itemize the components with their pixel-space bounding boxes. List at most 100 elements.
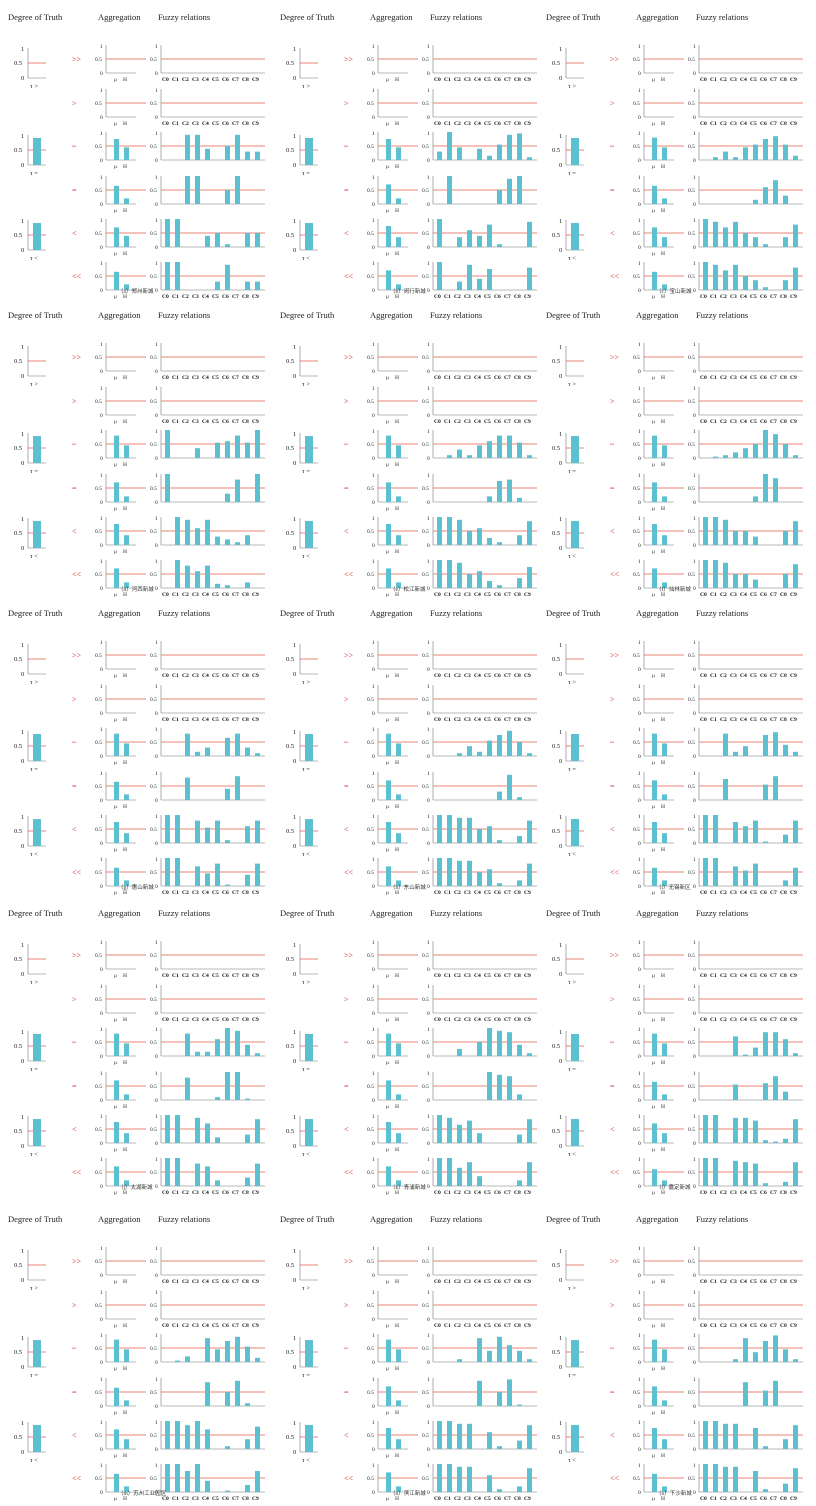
agg-tick-0: 0	[372, 71, 375, 77]
fr-tick-0: 0	[693, 288, 696, 294]
fr-bar-C9	[527, 521, 532, 545]
dt-tick-05: 0.5	[552, 1434, 560, 1441]
agg-tick-0: 0	[100, 1317, 103, 1323]
fr-bar-C1	[447, 132, 452, 160]
agg-xlabel-mu: μ	[652, 1190, 655, 1196]
fr-bar-C3	[467, 746, 472, 756]
fr-bar-C4	[743, 1162, 748, 1186]
agg-tick-05: 0.5	[367, 101, 374, 107]
fr-bar-C3	[733, 221, 738, 247]
relation-row-2: ~10.50μ H10.50	[610, 1333, 803, 1372]
fr-category-label: C4	[474, 1323, 481, 1329]
fr-category-label: C4	[202, 1496, 209, 1502]
fr-bar-C8	[245, 874, 250, 886]
fr-tick-0: 0	[693, 71, 696, 77]
fr-tick-0: 0	[155, 543, 158, 549]
fr-category-label: C3	[730, 890, 737, 896]
agg-xlabel-h: H	[395, 251, 399, 257]
dt-tick-0: 0	[559, 843, 562, 850]
fr-category-label: C8	[780, 890, 787, 896]
fr-category-label: C0	[162, 1496, 169, 1502]
degree-of-truth-header: Degree of Truth	[546, 608, 601, 618]
dt-tick-05: 0.5	[286, 530, 294, 537]
fr-tick-0: 0	[427, 456, 430, 462]
fr-category-label: C7	[770, 1017, 777, 1023]
fr-bar-C0	[165, 262, 170, 290]
fr-category-label: C2	[454, 1323, 461, 1329]
fr-category-label: C7	[232, 294, 239, 300]
dt-tick-0: 0	[293, 1143, 296, 1150]
agg-tick-05: 0.5	[367, 231, 374, 237]
agg-xlabel-h: H	[395, 1147, 399, 1153]
fr-tick-1: 1	[155, 1246, 158, 1252]
fr-bar-C7	[507, 730, 512, 756]
fr-tick-1: 1	[693, 218, 696, 224]
chart-panel-2: Degree of Truth Aggregation Fuzzy relation…	[546, 12, 803, 300]
agg-bar-μ	[652, 1169, 657, 1186]
fr-tick-1: 1	[427, 342, 430, 348]
agg-tick-0: 0	[638, 667, 641, 673]
agg-tick-05: 0.5	[95, 1476, 102, 1482]
agg-tick-1: 1	[100, 473, 103, 479]
fr-bar-C2	[457, 753, 462, 756]
agg-xlabel-h: H	[395, 890, 399, 896]
relation-symbol: =	[610, 186, 615, 195]
relation-symbol: >	[610, 397, 615, 406]
fr-tick-05: 0.5	[688, 57, 695, 63]
fr-tick-1: 1	[155, 814, 158, 820]
agg-bar-μ	[114, 1473, 119, 1492]
fr-category-label: C7	[232, 1190, 239, 1196]
agg-bar-μ	[114, 781, 119, 800]
agg-xlabel-h: H	[123, 1060, 127, 1066]
fr-bar-C8	[245, 233, 250, 247]
relation-symbol: <	[610, 1431, 615, 1440]
agg-xlabel-mu: μ	[386, 804, 389, 810]
fr-tick-1: 1	[427, 1333, 430, 1339]
fr-bar-C6	[225, 539, 230, 545]
fr-category-label: C9	[252, 77, 259, 83]
agg-xlabel-h: H	[123, 375, 127, 381]
fr-bar-C7	[773, 1032, 778, 1056]
agg-bar-H	[662, 833, 667, 843]
fr-category-label: C8	[780, 592, 787, 598]
fr-category-label: C6	[222, 1496, 229, 1502]
fr-tick-05: 0.5	[422, 1259, 429, 1265]
agg-tick-1: 1	[638, 1420, 641, 1426]
fr-category-label: C4	[740, 1279, 747, 1285]
relation-symbol: ~	[344, 1038, 349, 1047]
fr-tick-1: 1	[693, 473, 696, 479]
fr-bar-C5	[753, 820, 758, 843]
fr-category-label: C6	[760, 294, 767, 300]
fr-bar-C5	[215, 863, 220, 886]
fr-bar-C6	[225, 1446, 230, 1449]
fr-tick-0: 0	[693, 1317, 696, 1323]
agg-tick-1: 1	[372, 771, 375, 777]
tau-label: τ =	[302, 170, 310, 177]
relation-symbol: >>	[344, 55, 354, 64]
fr-bar-C7	[507, 774, 512, 800]
fr-tick-05: 0.5	[688, 1259, 695, 1265]
fr-tick-05: 0.5	[422, 529, 429, 535]
agg-xlabel-h: H	[123, 1279, 127, 1285]
agg-tick-1: 1	[372, 559, 375, 565]
relation-row-2: ~10.50μ H10.50	[72, 131, 265, 170]
fr-bar-C3	[733, 1036, 738, 1056]
fr-tick-0: 0	[155, 245, 158, 251]
fr-category-label: C0	[700, 77, 707, 83]
agg-xlabel-mu: μ	[114, 890, 117, 896]
dt-tick-0: 0	[21, 671, 24, 678]
fr-bar-C7	[507, 479, 512, 502]
agg-tick-0: 0	[638, 884, 641, 890]
agg-tick-1: 1	[100, 44, 103, 50]
fr-category-label: C7	[504, 1323, 511, 1329]
fr-tick-1: 1	[693, 131, 696, 137]
fr-tick-1: 1	[427, 261, 430, 267]
aggregation-header: Aggregation	[636, 608, 679, 618]
relation-symbol: =	[72, 782, 77, 791]
fr-category-label: C6	[760, 1017, 767, 1023]
dt-tick-0: 0	[293, 1449, 296, 1456]
fr-category-label: C9	[252, 1496, 259, 1502]
agg-xlabel-mu: μ	[386, 973, 389, 979]
